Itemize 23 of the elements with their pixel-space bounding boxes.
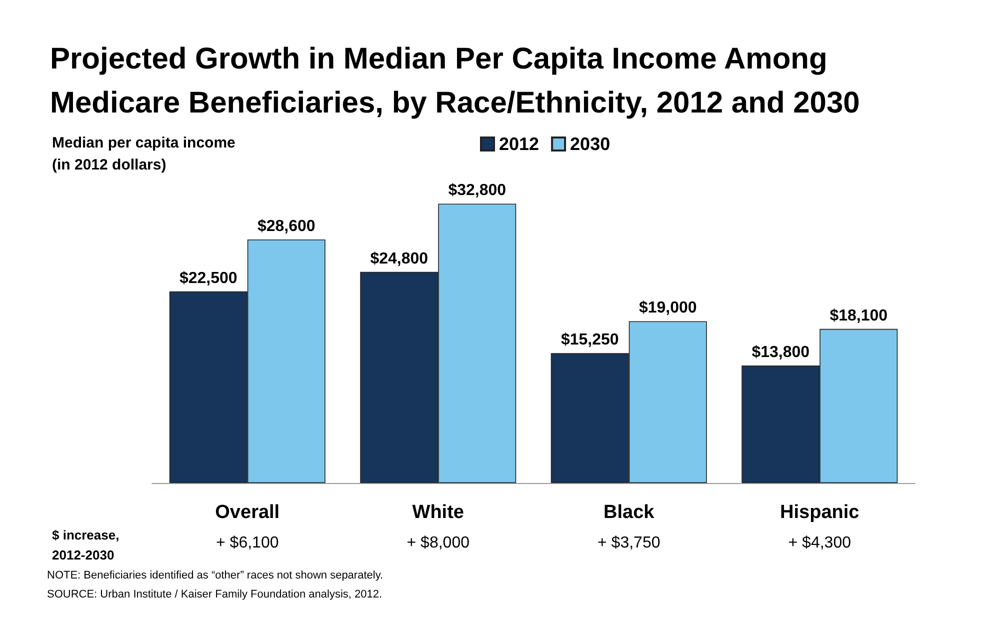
text: + $6,100 bbox=[216, 534, 279, 552]
text: NOTE: Beneficiaries identified as “other” races not shown separately. bbox=[47, 570, 384, 582]
source-note: SOURCE: Urban Institute / Kaiser Family Foundation analysis, 2012. bbox=[47, 588, 382, 600]
chart-title: Projected Growth in Median Per Capita Income Among Medicare Beneficiaries, by Race/Ethnicity, 2012 and 2030 bbox=[50, 42, 860, 120]
data-label: $22,500 bbox=[179, 270, 238, 287]
data-label: $28,600 bbox=[257, 218, 316, 235]
data-label: $19,000 bbox=[638, 300, 697, 317]
x-tick-label: Hispanic bbox=[780, 502, 860, 523]
text: + $4,300 bbox=[788, 534, 852, 552]
legend-label: 2030 bbox=[570, 134, 610, 154]
data-label: $24,800 bbox=[370, 250, 428, 268]
data-label: $18,100 bbox=[830, 307, 888, 324]
data-label: $15,250 bbox=[560, 332, 619, 349]
text: $ increase, 2012-2030 bbox=[52, 528, 120, 562]
x-tick-label: Overall bbox=[215, 502, 280, 523]
text: + $3,750 bbox=[598, 534, 660, 552]
data-label: $13,800 bbox=[752, 344, 810, 362]
legend-label: 2012 bbox=[499, 134, 540, 154]
data-label: $32,800 bbox=[448, 182, 506, 200]
text: + $8,000 bbox=[406, 534, 470, 552]
y-axis-title: Median per capita income (in 2012 dollars) bbox=[52, 134, 236, 174]
x-tick-label: Black bbox=[604, 502, 655, 523]
x-tick-label: White bbox=[412, 502, 464, 523]
